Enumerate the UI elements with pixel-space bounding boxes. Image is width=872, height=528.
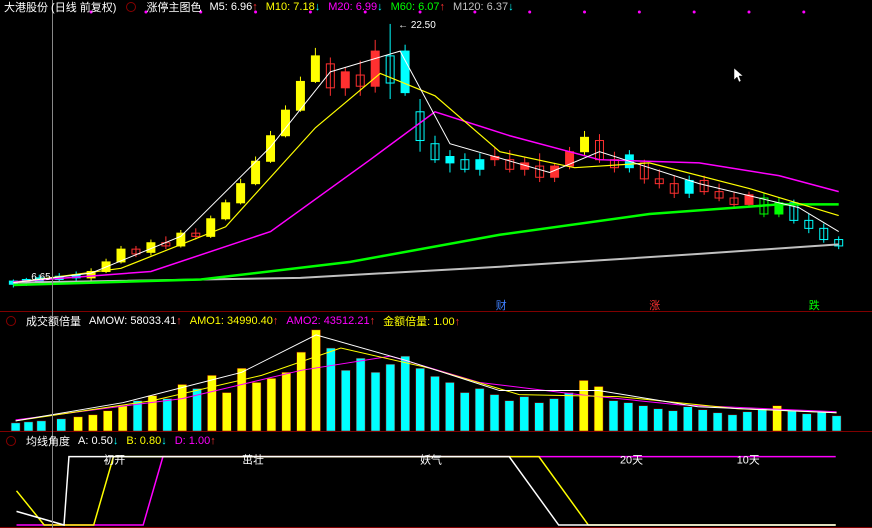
svg-text:财: 财 — [496, 298, 507, 311]
angle-panel[interactable]: 均线角度 A: 0.50 B: 0.80 D: 1.00 初开 茁壮 妖气 20天 10… — [0, 434, 872, 528]
ma10-label: M10: 7.18 — [266, 1, 320, 13]
svg-text:妖气: 妖气 — [420, 453, 442, 467]
main-chart-svg: ← 22.50 6.65 财 涨 跌 — [0, 0, 872, 311]
svg-text:20天: 20天 — [620, 455, 643, 467]
amow-label: AMOW: 58033.41 — [89, 315, 182, 327]
volume-panel[interactable]: 成交额倍量 AMOW: 58033.41 AMO1: 34990.40 AMO2… — [0, 314, 872, 432]
amo2-label: AMO2: 43512.21 — [286, 315, 375, 327]
angle-title: 均线角度 — [26, 433, 70, 449]
ma120-label: M120: 6.37 — [453, 1, 514, 13]
ma20-label: M20: 6.99 — [328, 1, 382, 13]
svg-text:初开: 初开 — [104, 453, 126, 467]
indicator-icon — [6, 316, 16, 326]
amo1-label: AMO1: 34990.40 — [190, 315, 279, 327]
stock-title: 大港股份 (日线 前复权) — [4, 0, 116, 15]
vol-title: 成交额倍量 — [26, 313, 81, 329]
svg-text:茁壮: 茁壮 — [242, 454, 264, 467]
main-chart-panel[interactable]: 大港股份 (日线 前复权) 涨停主图色 M5: 6.96 M10: 7.18 M… — [0, 0, 872, 312]
angleD-label: D: 1.00 — [175, 435, 216, 447]
indicator-icon — [6, 436, 16, 446]
gold-label: 金额倍量: 1.00 — [383, 313, 460, 329]
subtitle: 涨停主图色 — [146, 0, 201, 15]
angleB-label: B: 0.80 — [126, 435, 166, 447]
ma5-label: M5: 6.96 — [209, 1, 257, 13]
ma60-label: M60: 6.07 — [391, 1, 445, 13]
mouse-cursor-icon — [734, 68, 750, 84]
svg-text:跌: 跌 — [809, 298, 820, 311]
angle-header: 均线角度 A: 0.50 B: 0.80 D: 1.00 — [0, 434, 872, 448]
svg-text:← 22.50: ← 22.50 — [398, 20, 436, 31]
indicator-icon — [126, 2, 136, 12]
angleA-label: A: 0.50 — [78, 435, 118, 447]
volume-chart-svg — [0, 314, 872, 431]
svg-text:10天: 10天 — [737, 455, 760, 467]
svg-text:6.65: 6.65 — [31, 272, 51, 283]
volume-header: 成交额倍量 AMOW: 58033.41 AMO1: 34990.40 AMO2… — [0, 314, 872, 328]
svg-text:涨: 涨 — [649, 299, 660, 311]
main-header: 大港股份 (日线 前复权) 涨停主图色 M5: 6.96 M10: 7.18 M… — [0, 0, 872, 14]
